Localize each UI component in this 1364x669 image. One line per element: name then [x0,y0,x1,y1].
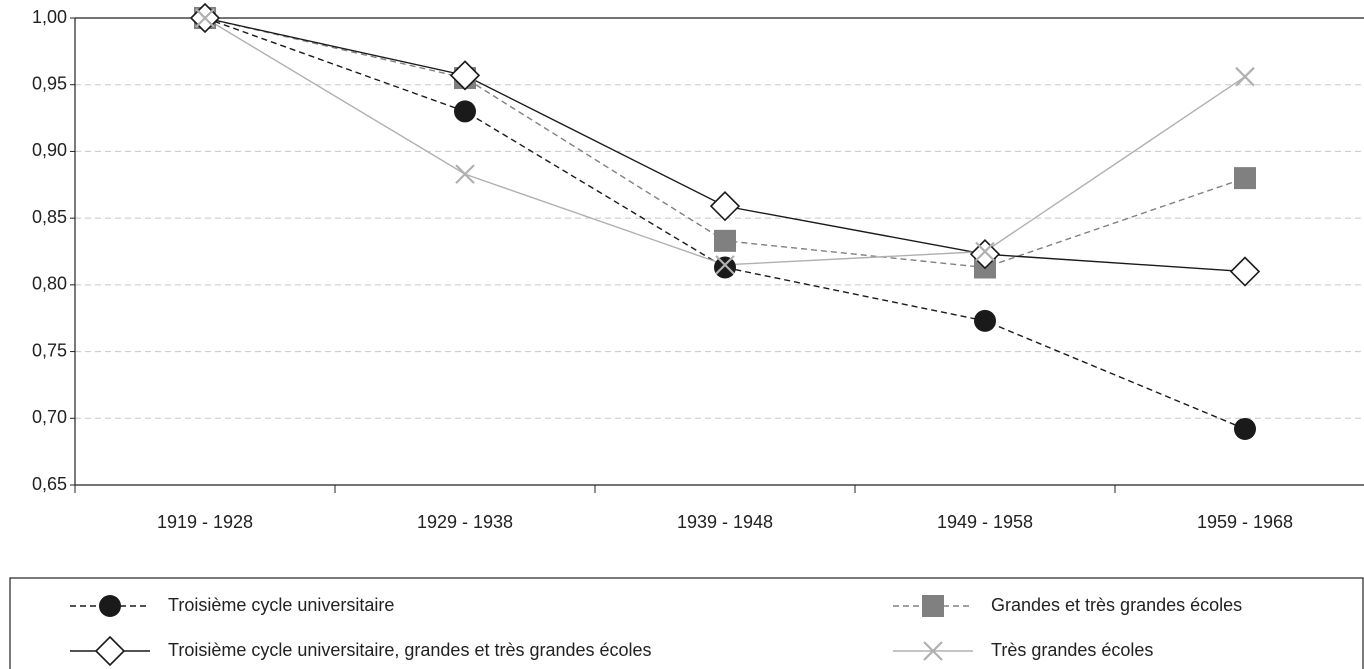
series-line [204,17,1246,266]
point [923,641,943,661]
legend-label: Très grandes écoles [991,640,1153,660]
point [969,239,1001,270]
series-line [204,17,1246,430]
point [1235,66,1255,87]
point [1229,256,1261,287]
y-tick-label: 0,95 [32,73,67,93]
x-tick-label: 1919 - 1928 [157,512,253,532]
legend-label: Grandes et très grandes écoles [991,595,1242,615]
legend-label: Troisième cycle universitaire [168,595,394,615]
point [1234,167,1256,190]
point [195,8,215,28]
y-tick-label: 1,00 [32,7,67,27]
point [922,595,944,617]
point [715,255,735,275]
point [449,60,481,91]
point [975,241,995,262]
point [455,164,475,184]
y-tick-label: 0,75 [32,340,67,360]
y-tick-label: 0,65 [32,474,67,494]
x-tick-label: 1929 - 1938 [417,512,513,532]
point [714,256,736,279]
point [1234,417,1256,440]
x-tick-label: 1939 - 1948 [677,512,773,532]
y-tick-label: 0,90 [32,140,67,160]
point [94,635,126,667]
point [454,100,476,123]
legend-label: Troisième cycle universitaire, grandes e… [168,640,652,660]
point [714,229,736,252]
legend-box [9,577,1364,669]
point [99,595,121,617]
point [974,309,996,332]
y-tick-label: 0,70 [32,407,67,427]
y-tick-label: 0,85 [32,207,67,227]
x-tick-label: 1949 - 1958 [937,512,1033,532]
x-tick-label: 1959 - 1968 [1197,512,1293,532]
y-tick-label: 0,80 [32,274,67,294]
point [709,191,741,222]
